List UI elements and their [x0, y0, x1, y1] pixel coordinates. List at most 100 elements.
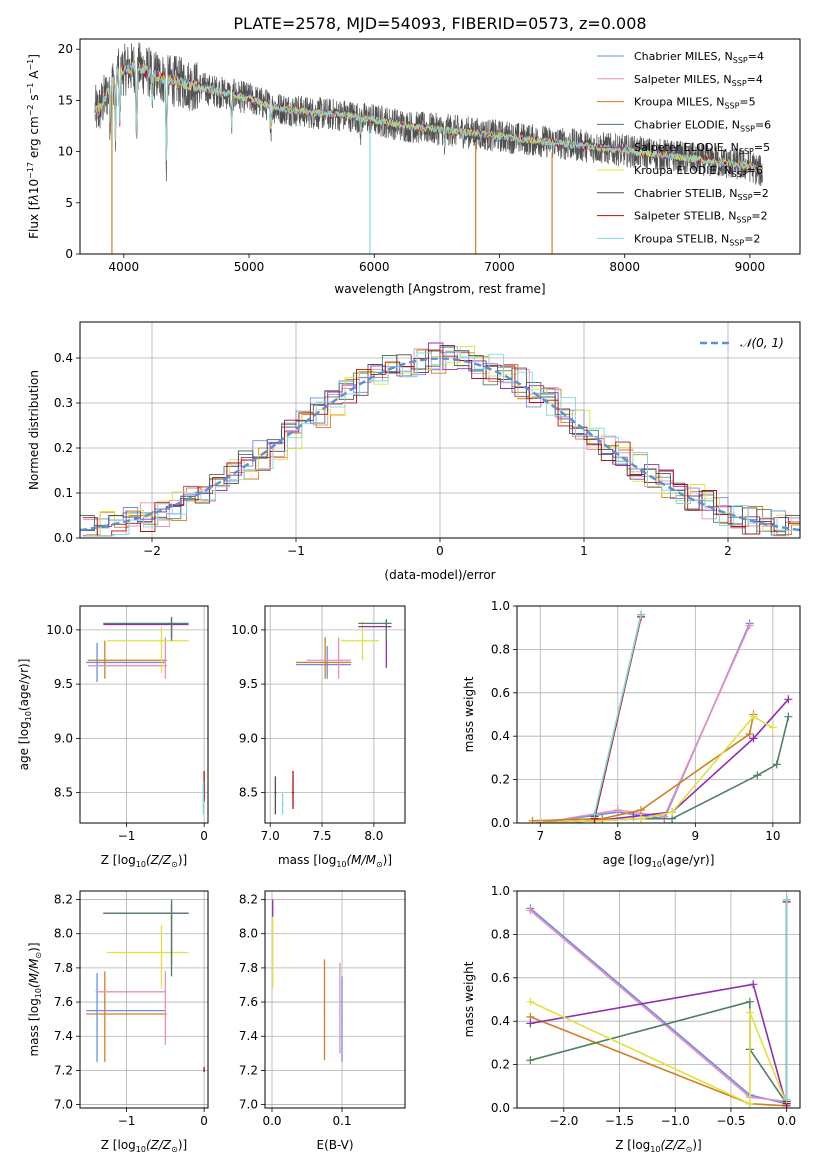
legend-entry: Kroupa ELODIE, NSSP=6	[634, 164, 763, 179]
y-tick-label: 7.8	[239, 961, 258, 975]
x-axis-label: (data-model)/error	[384, 568, 495, 582]
weight-line	[540, 698, 789, 823]
y-tick-label: 20	[58, 42, 73, 56]
y-tick-label: 0.2	[54, 441, 73, 455]
y-tick-label: 0.2	[491, 773, 510, 787]
weight-marker	[613, 805, 622, 814]
x-tick-label: 8.0	[364, 829, 383, 843]
plot-area	[94, 42, 763, 254]
legend-entry: Chabrier MILES, NSSP=4	[634, 50, 764, 65]
y-tick-label: 8.5	[54, 786, 73, 800]
x-tick-label: −1	[118, 1114, 136, 1128]
x-tick-label: 0	[200, 1114, 208, 1128]
y-tick-label: 9.0	[239, 731, 258, 745]
legend-entry: Chabrier ELODIE, NSSP=6	[634, 118, 771, 133]
weight-marker	[536, 819, 545, 823]
x-tick-label: 5000	[234, 260, 265, 274]
x-tick-label: 8	[614, 829, 622, 843]
weight-marker	[637, 610, 646, 619]
y-tick-label: 0.4	[491, 729, 510, 743]
y-axis-label: Flux [fλ10−17 erg cm−2 s−1 A−1]	[26, 54, 41, 239]
x-tick-label: 10	[765, 829, 780, 843]
weight-line	[529, 909, 787, 1103]
x-axis-label: mass [log10(M/M⊙)]	[278, 853, 392, 869]
x-tick-label: 7000	[484, 260, 515, 274]
weight-marker	[749, 712, 758, 721]
weight-marker	[528, 816, 537, 823]
weight-line	[540, 716, 790, 823]
y-tick-label: 0.2	[491, 1058, 510, 1072]
y-tick-label: 10.0	[231, 623, 258, 637]
y-tick-label: 0.1	[54, 486, 73, 500]
y-tick-label: 8.5	[239, 786, 258, 800]
plot-area	[86, 899, 205, 1073]
axes-frame	[79, 321, 801, 539]
y-tick-label: 7.0	[239, 1098, 258, 1112]
y-tick-label: 8.0	[239, 927, 258, 941]
plot-area	[274, 619, 392, 815]
legend-entry: Kroupa STELIB, NSSP=2	[634, 232, 760, 247]
x-tick-label: 0	[200, 829, 208, 843]
legend-entry: Kroupa MILES, NSSP=5	[634, 96, 756, 111]
x-tick-label: 0.0	[262, 1114, 281, 1128]
y-tick-label: 0.0	[491, 816, 510, 830]
plot-area	[272, 899, 343, 1062]
plot-area	[86, 616, 205, 815]
weight-marker	[668, 808, 677, 817]
x-tick-label: 0	[436, 544, 444, 558]
weight-marker	[745, 997, 754, 1006]
y-tick-label: 9.5	[239, 677, 258, 691]
x-axis-label: Z [log10(Z/Z⊙)]	[615, 1138, 701, 1154]
weight-line	[529, 907, 787, 1105]
weight-marker	[749, 980, 758, 989]
y-tick-label: 7.0	[54, 1098, 73, 1112]
axes-frame	[516, 890, 801, 1109]
histogram-step	[85, 349, 800, 536]
weight-marker	[637, 814, 646, 823]
x-tick-label: 7	[536, 829, 544, 843]
y-tick-label: 7.6	[54, 995, 73, 1009]
x-tick-label: −2.0	[549, 1114, 578, 1128]
y-tick-label: 9.0	[54, 731, 73, 745]
x-tick-label: 1	[580, 544, 588, 558]
weight-line	[540, 715, 774, 823]
axes-frame	[264, 605, 406, 824]
y-tick-label: 9.5	[54, 677, 73, 691]
axes-frame	[79, 38, 801, 255]
y-tick-label: 0	[65, 247, 73, 261]
y-axis-label: mass weight	[462, 676, 476, 752]
x-tick-label: 7.5	[312, 829, 331, 843]
x-tick-label: 7.0	[261, 829, 280, 843]
legend-entry: Salpeter MILES, NSSP=4	[634, 73, 763, 88]
y-tick-label: 0.4	[491, 1014, 510, 1028]
weight-marker	[526, 1019, 535, 1028]
weight-marker	[745, 730, 754, 739]
x-axis-label: wavelength [Angstrom, rest frame]	[334, 282, 545, 296]
y-axis-label: mass [log10(M/M⊙)]	[27, 942, 43, 1056]
x-axis-label: Z [log10(Z/Z⊙)]	[101, 1138, 187, 1154]
histogram-step	[82, 345, 800, 537]
y-tick-label: 7.2	[239, 1063, 258, 1077]
y-tick-label: 15	[58, 93, 73, 107]
weight-vs-metallicity-panel: −2.0 −1.5 −1.0 −0.5 0.0 0.0 0.2 0.4 0.6 0.8 1.0 Z […	[462, 884, 801, 1154]
plot-area	[80, 342, 800, 537]
weight-marker	[526, 1056, 535, 1065]
x-tick-label: −1	[287, 544, 305, 558]
residuals-panel: −2 −1 0 1 2 0.0 0.1 0.2 0.3 0.4 (data-model)/error…	[27, 321, 801, 582]
y-tick-label: 7.8	[54, 961, 73, 975]
spectrum-line	[94, 42, 763, 187]
plot-area	[528, 610, 793, 823]
weight-marker	[526, 997, 535, 1006]
y-tick-label: 8.2	[54, 893, 73, 907]
spectrum-legend: Chabrier MILES, NSSP=4 Salpeter MILES, NS…	[597, 50, 771, 247]
axes-frame	[79, 890, 209, 1109]
y-tick-label: 0.8	[491, 927, 510, 941]
y-tick-label: 8.2	[239, 893, 258, 907]
y-tick-label: 0.6	[491, 686, 510, 700]
y-tick-label: 8.0	[54, 927, 73, 941]
x-tick-label: −1	[118, 829, 136, 843]
weight-marker	[772, 760, 781, 769]
x-axis-label: E(B-V)	[316, 1138, 353, 1152]
histogram-step	[82, 342, 800, 537]
histogram-step	[85, 351, 800, 537]
